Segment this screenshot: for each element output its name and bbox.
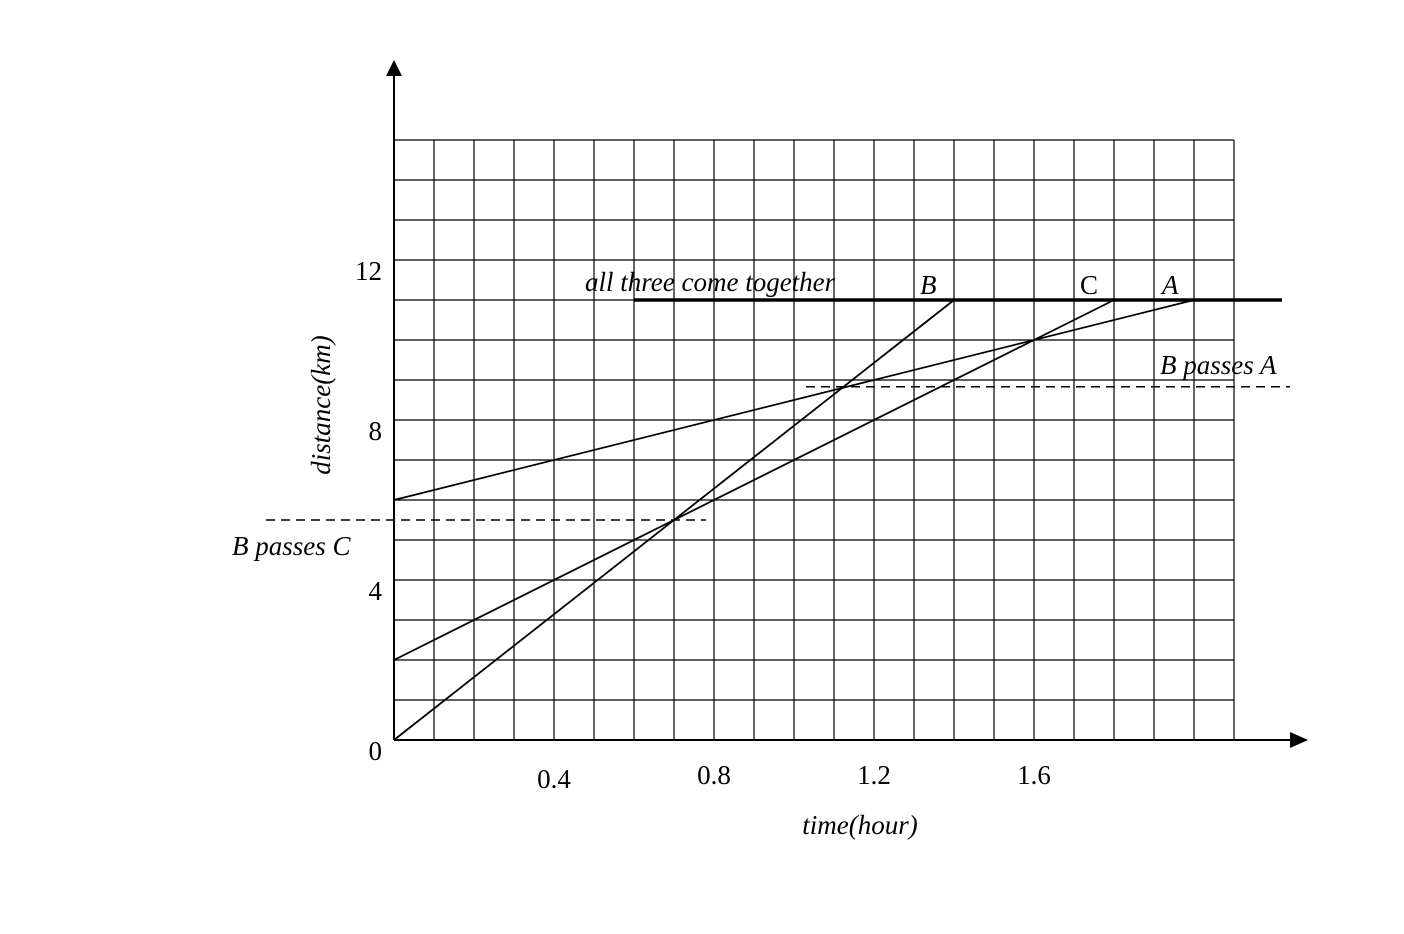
series-line-c <box>393 299 1115 661</box>
label-b-passes-c: B passes C <box>232 531 351 561</box>
series-lines <box>393 299 1195 741</box>
x-axis-arrow-icon <box>1290 732 1308 748</box>
label-all-three-come-together: all three come together <box>585 267 836 297</box>
tick-labels: 0.4 0.8 1.2 1.6 0 4 8 12 <box>355 256 1051 794</box>
y-tick-label: 12 <box>355 256 382 286</box>
y-axis-label: distance(km) <box>306 335 336 474</box>
grid <box>393 139 1235 741</box>
y-tick-label: 4 <box>369 576 383 606</box>
y-axis-arrow-icon <box>386 60 402 76</box>
x-tick-label: 1.6 <box>1017 760 1051 790</box>
x-tick-label: 0.4 <box>537 764 571 794</box>
reference-lines <box>266 298 1290 521</box>
series-label-a: A <box>1160 270 1179 300</box>
y-tick-label: 0 <box>369 736 383 766</box>
y-tick-label: 8 <box>369 416 383 446</box>
series-label-c: C <box>1080 270 1098 300</box>
x-tick-label: 1.2 <box>857 760 891 790</box>
label-b-passes-a: B passes A <box>1160 350 1277 380</box>
series-line-a <box>393 299 1195 501</box>
axes <box>386 60 1308 748</box>
series-label-b: B <box>920 270 937 300</box>
x-tick-label: 0.8 <box>697 760 731 790</box>
x-axis-label: time(hour) <box>802 810 917 840</box>
